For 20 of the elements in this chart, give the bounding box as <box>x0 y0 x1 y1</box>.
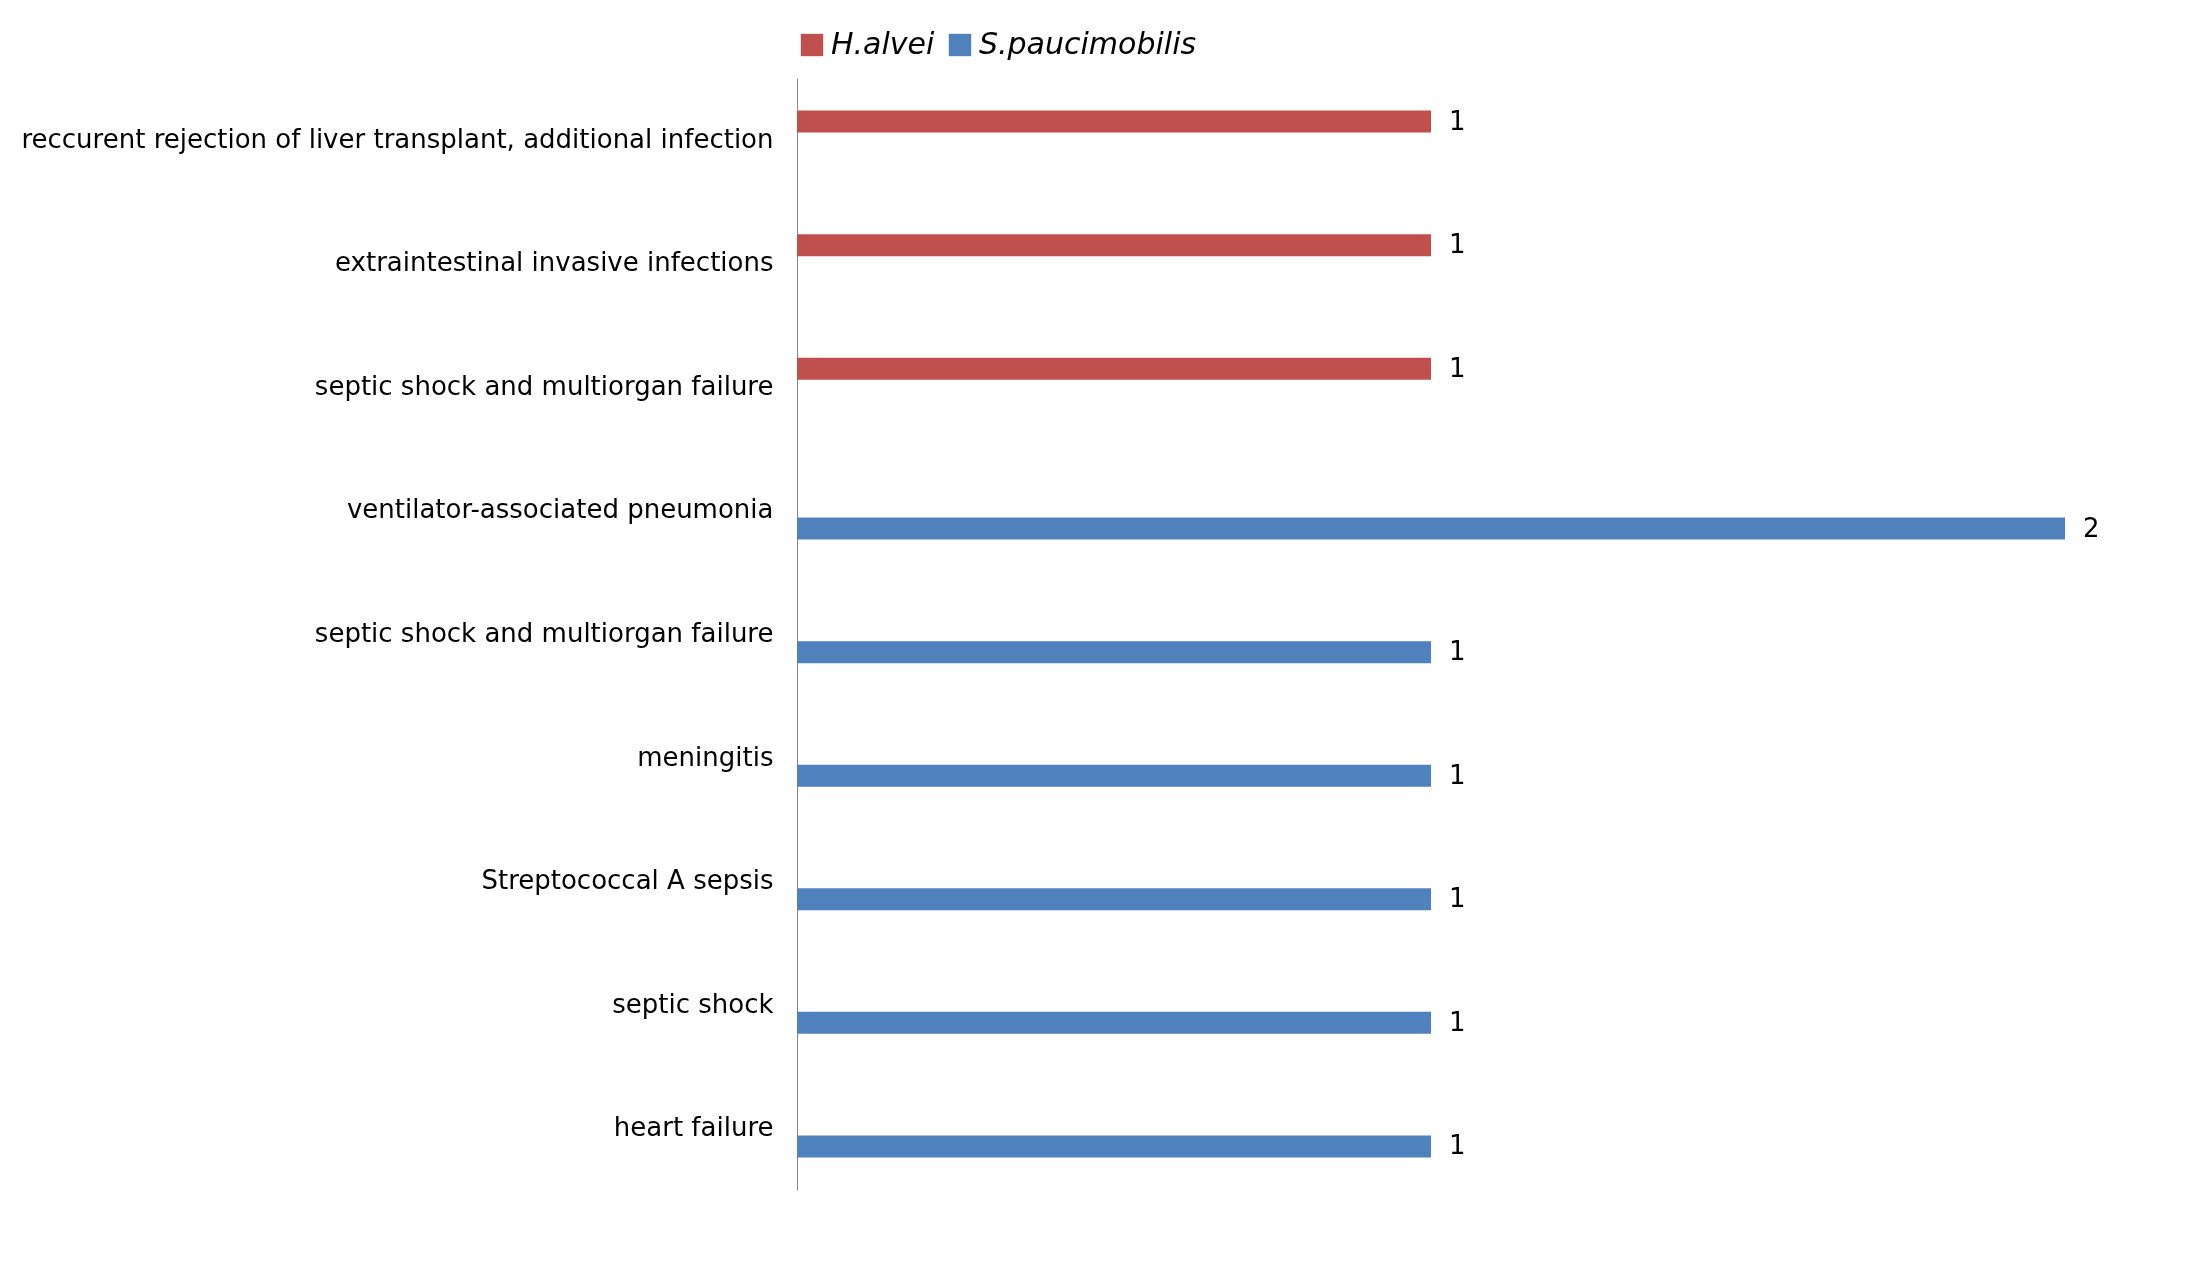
data-label: 1 <box>1449 759 1466 790</box>
y-tick-label: septic shock and multiorgan failure <box>314 370 774 401</box>
y-tick-label: reccurent rejection of liver transplant, additional infection <box>21 123 774 154</box>
y-tick-label: extraintestinal invasive infections <box>335 247 774 278</box>
y-tick-label: Streptococcal A sepsis <box>481 865 774 896</box>
data-label: 1 <box>1449 105 1466 136</box>
data-label: 2 <box>2083 512 2100 543</box>
y-tick-label: meningitis <box>637 741 774 772</box>
data-label: 1 <box>1449 636 1466 667</box>
legend-label: H.alvei <box>831 26 936 61</box>
y-tick-label: heart failure <box>613 1112 774 1143</box>
data-label: 1 <box>1449 352 1466 383</box>
y-tick-label: septic shock <box>612 988 774 1019</box>
legend-label: S.paucimobilis <box>979 26 1197 61</box>
y-tick-label: ventilator-associated pneumonia <box>346 494 774 525</box>
data-label: 1 <box>1449 229 1466 260</box>
data-label: 1 <box>1449 883 1466 914</box>
data-label: 1 <box>1449 1006 1466 1037</box>
data-label: 1 <box>1449 1130 1466 1161</box>
y-tick-label: septic shock and multiorgan failure <box>314 618 774 648</box>
